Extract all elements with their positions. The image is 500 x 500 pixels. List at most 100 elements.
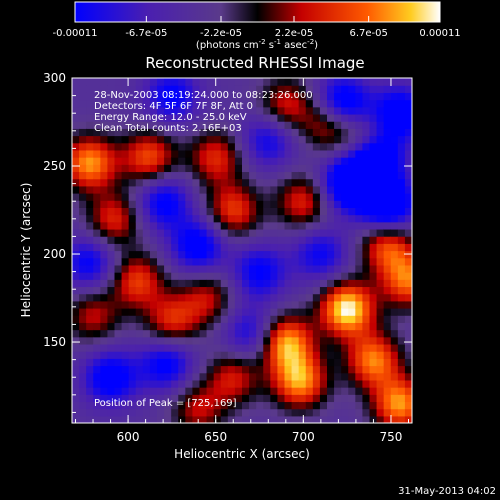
heatmap-cell	[114, 121, 123, 129]
heatmap-cell	[376, 387, 385, 395]
heatmap-cell	[86, 300, 94, 309]
heatmap-cell	[157, 293, 165, 302]
heatmap-cell	[348, 171, 356, 180]
heatmap-cell	[121, 401, 130, 410]
heatmap-cell	[199, 336, 208, 345]
heatmap-cell	[291, 308, 300, 316]
heatmap-cell	[277, 121, 286, 129]
heatmap-cell	[376, 408, 385, 417]
heatmap-cell	[263, 351, 271, 359]
heatmap-cell	[192, 171, 201, 180]
heatmap-cell	[277, 99, 286, 108]
heatmap-cell	[390, 221, 399, 230]
heatmap-cell	[185, 336, 194, 345]
heatmap-cell	[72, 142, 80, 151]
heatmap-cell	[277, 135, 286, 144]
y-axis-label: Heliocentric Y (arcsec)	[19, 183, 33, 318]
heatmap-cell	[72, 372, 80, 381]
heatmap-cell	[397, 293, 406, 302]
heatmap-cell	[291, 106, 300, 115]
heatmap-cell	[234, 372, 243, 381]
heatmap-cell	[298, 78, 307, 86]
heatmap-cell	[128, 193, 137, 201]
heatmap-cell	[72, 387, 80, 395]
heatmap-cell	[362, 221, 371, 230]
heatmap-cell	[100, 207, 109, 216]
heatmap-cell	[327, 279, 335, 288]
heatmap-cell	[199, 200, 208, 208]
heatmap-cell	[256, 372, 264, 381]
heatmap-cell	[100, 387, 109, 395]
heatmap-cell	[206, 272, 215, 280]
heatmap-cell	[270, 315, 279, 323]
heatmap-cell	[270, 322, 279, 331]
heatmap-cell	[149, 149, 158, 158]
heatmap-cell	[397, 365, 406, 374]
heatmap-cell	[390, 236, 399, 244]
heatmap-cell	[305, 185, 314, 194]
heatmap-cell	[249, 99, 257, 108]
heatmap-cell	[79, 135, 87, 144]
heatmap-cell	[305, 164, 314, 173]
heatmap-cell	[107, 178, 116, 187]
heatmap-cell	[256, 228, 264, 237]
heatmap-cell	[355, 85, 364, 93]
heatmap-cell	[192, 135, 201, 144]
heatmap-cell	[369, 286, 378, 295]
heatmap-cell	[157, 315, 165, 323]
heatmap-cell	[348, 164, 356, 173]
heatmap-cell	[121, 272, 130, 280]
heatmap-cell	[164, 315, 172, 323]
heatmap-cell	[128, 236, 137, 244]
heatmap-cell	[107, 358, 116, 367]
heatmap-cell	[327, 293, 335, 302]
heatmap-cell	[114, 300, 123, 309]
heatmap-cell	[291, 193, 300, 201]
heatmap-cell	[128, 157, 137, 165]
heatmap-cell	[72, 78, 80, 86]
heatmap-cell	[256, 99, 264, 108]
heatmap-cell	[334, 243, 342, 252]
heatmap-cell	[298, 157, 307, 165]
heatmap-cell	[355, 372, 364, 381]
heatmap-cell	[348, 300, 356, 309]
heatmap-cell	[142, 394, 151, 403]
heatmap-cell	[291, 379, 300, 388]
heatmap-cell	[404, 272, 412, 280]
heatmap-cell	[128, 135, 137, 144]
heatmap-cell	[121, 250, 130, 259]
heatmap-cell	[263, 387, 271, 395]
heatmap-cell	[93, 286, 101, 295]
heatmap-cell	[383, 193, 392, 201]
heatmap-cell	[319, 221, 328, 230]
heatmap-cell	[263, 171, 271, 180]
heatmap-cell	[291, 99, 300, 108]
heatmap-cell	[114, 365, 123, 374]
heatmap-cell	[135, 193, 144, 201]
heatmap-cell	[242, 401, 250, 410]
heatmap-cell	[213, 243, 222, 252]
heatmap-cell	[242, 142, 250, 151]
heatmap-cell	[234, 257, 243, 266]
heatmap-cell	[355, 78, 364, 86]
heatmap-cell	[128, 228, 137, 237]
heatmap-cell	[227, 358, 236, 367]
heatmap-cell	[213, 121, 222, 129]
heatmap-cell	[206, 315, 215, 323]
heatmap-cell	[298, 329, 307, 338]
heatmap-cell	[171, 135, 179, 144]
heatmap-cell	[334, 121, 342, 129]
heatmap-cell	[185, 300, 194, 309]
heatmap-cell	[121, 329, 130, 338]
heatmap-cell	[178, 408, 186, 417]
heatmap-cell	[298, 351, 307, 359]
heatmap-cell	[404, 128, 412, 137]
heatmap-cell	[376, 379, 385, 388]
heatmap-cell	[270, 236, 279, 244]
heatmap-cell	[164, 149, 172, 158]
heatmap-cell	[93, 214, 101, 223]
heatmap-cell	[319, 185, 328, 194]
heatmap-cell	[227, 300, 236, 309]
heatmap-cell	[234, 300, 243, 309]
heatmap-cell	[263, 193, 271, 201]
